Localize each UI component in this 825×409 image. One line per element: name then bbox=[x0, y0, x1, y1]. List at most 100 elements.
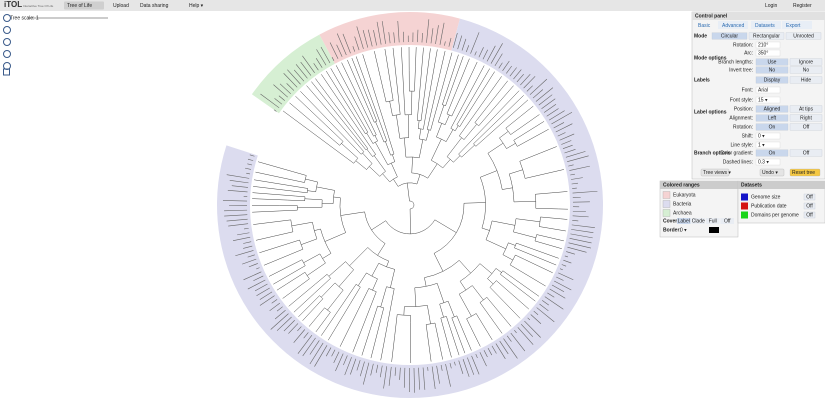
option-button[interactable] bbox=[711, 32, 748, 40]
cover-option[interactable] bbox=[706, 218, 720, 224]
tab[interactable] bbox=[694, 21, 724, 29]
option-label[interactable]: Off bbox=[803, 150, 810, 156]
option-label[interactable]: Hide bbox=[801, 77, 812, 83]
dataset-toggle[interactable] bbox=[803, 211, 816, 219]
option-button[interactable] bbox=[789, 105, 823, 113]
nav-item[interactable]: Help ▾ bbox=[189, 3, 204, 9]
tab-label[interactable]: Basic bbox=[698, 23, 711, 29]
value-text[interactable]: Arial bbox=[758, 87, 768, 93]
range-swatch[interactable] bbox=[662, 200, 671, 208]
branch bbox=[414, 287, 417, 307]
option-button[interactable] bbox=[789, 123, 823, 131]
branch bbox=[314, 228, 321, 231]
dataset-state[interactable]: Off bbox=[806, 212, 813, 218]
cover-option-label[interactable]: Label bbox=[678, 218, 690, 224]
range-swatch[interactable] bbox=[662, 209, 671, 217]
value-field[interactable] bbox=[755, 49, 781, 57]
dataset-state[interactable]: Off bbox=[806, 203, 813, 209]
value-text[interactable]: 0.3 ▾ bbox=[758, 159, 769, 165]
cover-option-label[interactable]: Off bbox=[724, 218, 731, 224]
option-label[interactable]: No bbox=[769, 67, 776, 73]
option-label[interactable]: Use bbox=[768, 59, 777, 65]
value-text[interactable]: 0 ▾ bbox=[758, 133, 765, 139]
option-label[interactable]: Unrooted bbox=[793, 33, 814, 39]
dataset-swatch[interactable] bbox=[741, 193, 748, 201]
branch bbox=[459, 120, 464, 127]
toolbar-button-label[interactable]: Undo ▾ bbox=[762, 170, 778, 176]
option-button[interactable] bbox=[789, 66, 823, 74]
option-label[interactable]: Rectangular bbox=[753, 33, 780, 39]
leaf-label bbox=[303, 332, 309, 339]
option-label[interactable]: On bbox=[769, 150, 776, 156]
nav-item[interactable]: Upload bbox=[113, 3, 129, 9]
option-button[interactable] bbox=[785, 32, 822, 40]
option-button[interactable] bbox=[755, 114, 789, 122]
option-label[interactable]: At tips bbox=[799, 106, 813, 112]
option-label[interactable]: Display bbox=[764, 77, 781, 83]
value-field[interactable] bbox=[755, 41, 781, 49]
option-button[interactable] bbox=[755, 58, 789, 66]
option-button[interactable] bbox=[789, 76, 823, 84]
tab[interactable] bbox=[751, 21, 781, 29]
cover-option[interactable] bbox=[720, 218, 735, 224]
value-text[interactable]: 350° bbox=[758, 50, 768, 56]
zoom-tools[interactable] bbox=[3, 14, 11, 76]
value-text[interactable]: 15 ▾ bbox=[758, 97, 768, 103]
tab[interactable] bbox=[782, 21, 812, 29]
value-field[interactable] bbox=[755, 132, 781, 140]
value-field[interactable] bbox=[755, 86, 781, 94]
toolbar-button[interactable] bbox=[700, 168, 730, 177]
range-swatch[interactable] bbox=[662, 191, 671, 199]
option-label[interactable]: Right bbox=[800, 115, 812, 121]
dataset-swatch[interactable] bbox=[741, 202, 748, 210]
option-label[interactable]: Aligned bbox=[764, 106, 781, 112]
toolbar-button-label[interactable]: Reset tree bbox=[792, 170, 815, 176]
leaf-label bbox=[523, 76, 536, 89]
value-field[interactable] bbox=[755, 96, 781, 104]
branch bbox=[479, 263, 493, 274]
tab-label[interactable]: Datasets bbox=[755, 23, 775, 29]
cover-option[interactable] bbox=[677, 218, 691, 224]
tab-label[interactable]: Advanced bbox=[722, 23, 744, 29]
dataset-swatch[interactable] bbox=[741, 211, 748, 219]
border-color[interactable] bbox=[709, 227, 719, 233]
branch bbox=[461, 144, 475, 158]
branch bbox=[445, 129, 454, 142]
toolbar-button-label[interactable]: Tree views ▾ bbox=[703, 170, 731, 176]
nav-item[interactable]: Tree of Life bbox=[67, 3, 92, 9]
option-button[interactable] bbox=[755, 66, 789, 74]
option-button[interactable] bbox=[789, 58, 823, 66]
option-label[interactable]: Circular bbox=[721, 33, 739, 39]
cover-option[interactable] bbox=[691, 218, 706, 224]
option-label[interactable]: Ignore bbox=[799, 59, 813, 65]
option-label[interactable]: Off bbox=[803, 124, 810, 130]
border-value[interactable]: 0 ▾ bbox=[680, 227, 687, 233]
account-link[interactable]: Login bbox=[765, 3, 777, 9]
branch bbox=[341, 143, 359, 159]
option-button[interactable] bbox=[748, 32, 785, 40]
dataset-toggle[interactable] bbox=[803, 193, 816, 201]
option-label[interactable]: Left bbox=[768, 115, 777, 121]
option-button[interactable] bbox=[755, 105, 789, 113]
toolbar-button[interactable] bbox=[789, 168, 821, 177]
option-button[interactable] bbox=[755, 76, 789, 84]
dataset-state[interactable]: Off bbox=[806, 194, 813, 200]
tab[interactable] bbox=[718, 21, 748, 29]
tab-label[interactable]: Export bbox=[786, 23, 801, 29]
option-button[interactable] bbox=[789, 114, 823, 122]
option-button[interactable] bbox=[755, 149, 789, 157]
option-label[interactable]: On bbox=[769, 124, 776, 130]
option-button[interactable] bbox=[755, 123, 789, 131]
cover-option-label[interactable]: Full bbox=[709, 218, 717, 224]
cover-option-label[interactable]: Clade bbox=[692, 218, 705, 224]
value-text[interactable]: 210° bbox=[758, 42, 768, 48]
toolbar-button[interactable] bbox=[759, 168, 785, 177]
value-text[interactable]: 1 ▾ bbox=[758, 142, 765, 148]
value-field[interactable] bbox=[755, 141, 781, 149]
option-button[interactable] bbox=[789, 149, 823, 157]
account-link[interactable]: Register bbox=[793, 3, 812, 9]
dataset-toggle[interactable] bbox=[803, 202, 816, 210]
nav-item[interactable]: Data sharing bbox=[140, 3, 169, 9]
value-field[interactable] bbox=[755, 158, 781, 166]
option-label[interactable]: No bbox=[803, 67, 810, 73]
